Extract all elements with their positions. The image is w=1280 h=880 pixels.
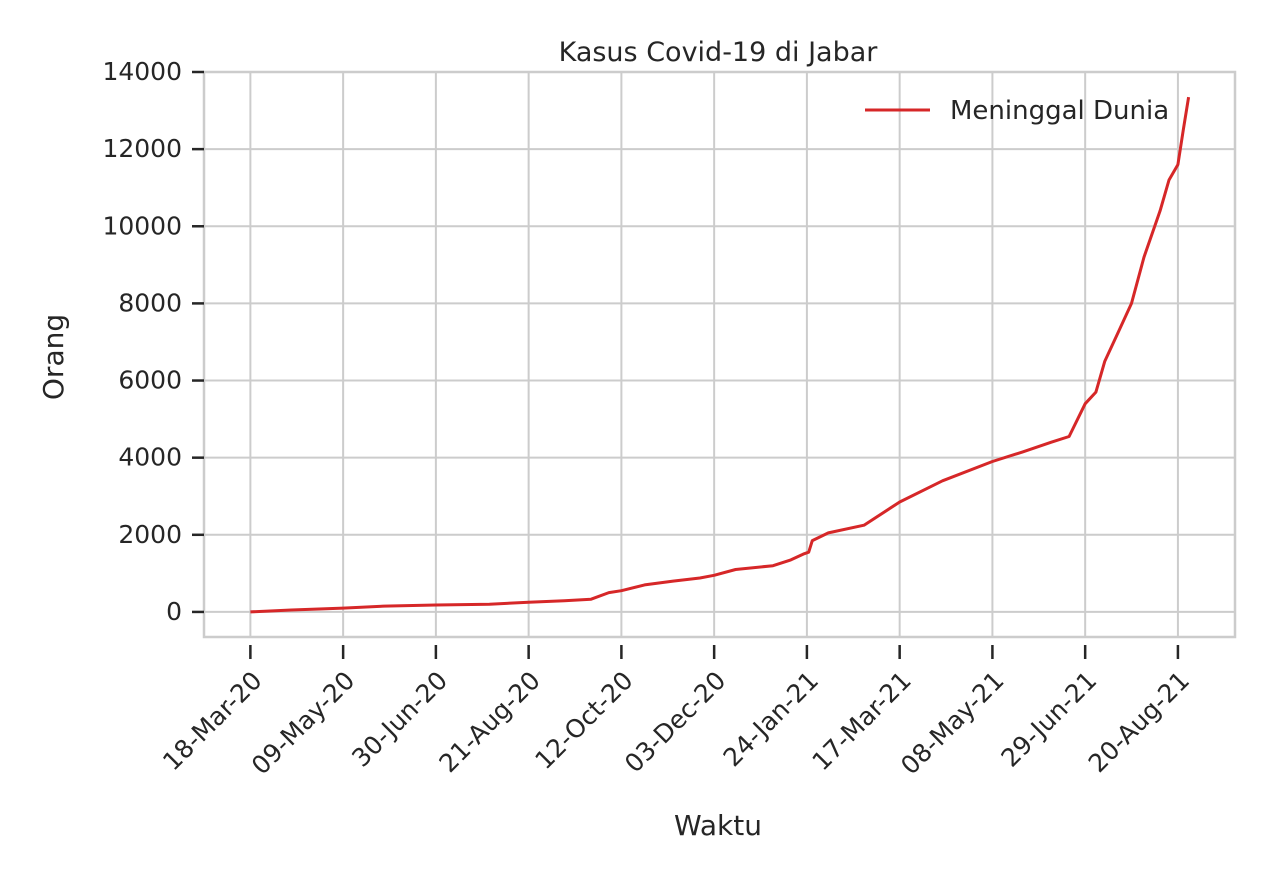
legend-label: Meninggal Dunia — [950, 96, 1169, 126]
y-tick-label: 6000 — [118, 366, 182, 395]
y-tick-label: 4000 — [118, 443, 182, 472]
chart-title: Kasus Covid-19 di Jabar — [559, 37, 879, 68]
y-tick-label: 14000 — [102, 57, 182, 86]
x-tick-label: 03-Dec-20 — [619, 666, 731, 778]
legend: Meninggal Dunia — [865, 96, 1169, 126]
y-tick-label: 8000 — [118, 288, 182, 317]
y-tick-label: 10000 — [102, 211, 182, 240]
series-line-meninggal-dunia — [250, 96, 1191, 614]
series-layer — [250, 96, 1191, 614]
y-tick-label: 0 — [166, 597, 182, 626]
y-tick-label: 2000 — [118, 520, 182, 549]
x-tick-label: 21-Aug-20 — [433, 666, 545, 778]
x-tick-label: 20-Aug-21 — [1083, 666, 1195, 778]
y-tick-label: 12000 — [102, 134, 182, 163]
x-axis-label: Waktu — [674, 809, 762, 842]
plot-frame — [202, 70, 1237, 639]
axes-ticks: 0200040006000800010000120001400018-Mar-2… — [102, 57, 1195, 780]
grid — [204, 71, 1235, 637]
y-axis-label: Orang — [37, 314, 70, 400]
